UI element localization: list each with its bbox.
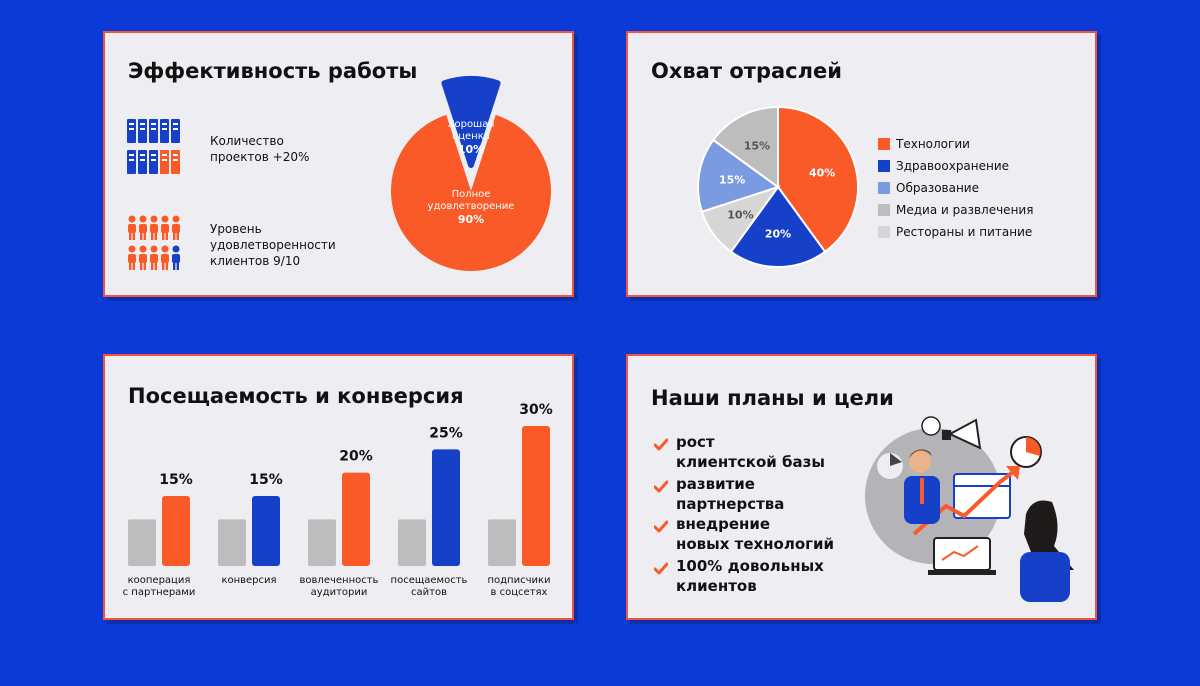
goal-text: развитие партнерства bbox=[676, 474, 784, 514]
person-icon bbox=[139, 215, 147, 240]
pie-slice bbox=[711, 105, 779, 189]
baseline-bar bbox=[218, 519, 246, 566]
baseline-bar bbox=[128, 519, 156, 566]
checkmark-icon bbox=[654, 562, 668, 575]
slice-label: Хорошая bbox=[448, 119, 495, 130]
person-icon bbox=[172, 215, 180, 240]
pie-slice bbox=[777, 105, 859, 254]
efficiency-title: Эффективность работы bbox=[128, 59, 418, 83]
person-icon bbox=[161, 245, 169, 270]
category-label: кооперация bbox=[128, 575, 191, 586]
slice-label: удовлетворение bbox=[428, 201, 515, 212]
person-icon bbox=[139, 245, 147, 270]
goal-text: внедрение новых технологий bbox=[676, 514, 834, 554]
people-with-growth-chart-illustration bbox=[865, 416, 1074, 602]
legend-label: Рестораны и питание bbox=[896, 225, 1033, 239]
legend-swatch bbox=[878, 204, 890, 216]
slice-value-label: 40% bbox=[809, 167, 835, 180]
category-label: сайтов bbox=[411, 587, 447, 598]
bar-value-label: 30% bbox=[519, 402, 553, 418]
legend-label: Медиа и развлечения bbox=[896, 203, 1034, 217]
industries-pie-chart: 40% 20% 10% 15% 15% bbox=[697, 105, 859, 268]
pie-slice bbox=[697, 138, 781, 213]
slice-value-label: 15% bbox=[719, 174, 745, 187]
person-icon bbox=[161, 215, 169, 240]
goal-text: рост клиентской базы bbox=[676, 432, 825, 472]
person-icon bbox=[128, 215, 136, 240]
category-label: вовлеченность bbox=[300, 575, 379, 586]
slice-value-label: 10% bbox=[458, 143, 484, 156]
legend-label: Образование bbox=[896, 181, 979, 195]
category-label: с партнерами bbox=[123, 587, 196, 598]
satisfaction-label-line3: клиентов 9/10 bbox=[210, 254, 301, 268]
person-icon bbox=[150, 245, 158, 270]
value-bar bbox=[342, 472, 370, 566]
goal-text-line2: новых технологий bbox=[676, 535, 834, 553]
pie-slice-good-rating bbox=[441, 76, 501, 168]
projects-label: Количество проектов +20% bbox=[210, 133, 309, 165]
satisfaction-label-line1: Уровень bbox=[210, 222, 262, 236]
goal-text-line1: развитие bbox=[676, 475, 755, 493]
goals-card: Наши планы и цели рост клиентской базы раз… bbox=[626, 354, 1097, 620]
value-bar bbox=[162, 496, 190, 566]
traffic-title: Посещаемость и конверсия bbox=[128, 384, 464, 408]
slice-value-label: 15% bbox=[744, 140, 770, 153]
baseline-bar bbox=[398, 519, 426, 566]
efficiency-card: Эффективность работы Количество проектов… bbox=[103, 31, 574, 297]
person-icon bbox=[150, 215, 158, 240]
slice-label: Полное bbox=[452, 189, 491, 200]
checkmark-icon bbox=[654, 438, 668, 451]
industries-card: Охват отраслей 40% 20% 10% 15% 15% Технологи… bbox=[626, 31, 1097, 297]
category-label: конверсия bbox=[221, 575, 276, 586]
pie-slice-full-satisfaction bbox=[391, 114, 551, 271]
value-bar bbox=[522, 426, 550, 566]
projects-label-line2: проектов +20% bbox=[210, 150, 310, 164]
goal-text-line1: рост bbox=[676, 433, 715, 451]
slice-label: оценка bbox=[452, 131, 490, 142]
category-label: в соцсетях bbox=[491, 587, 548, 598]
category-label: подписчики bbox=[487, 575, 550, 586]
goals-title: Наши планы и цели bbox=[651, 386, 894, 410]
value-bar bbox=[252, 496, 280, 566]
satisfaction-label-line2: удовлетворенности bbox=[210, 238, 336, 252]
people-icon-grid bbox=[128, 215, 180, 270]
projects-label-line1: Количество bbox=[210, 134, 284, 148]
legend-swatch bbox=[878, 160, 890, 172]
checkmark-icon bbox=[654, 480, 668, 493]
bar-value-label: 15% bbox=[159, 472, 193, 488]
category-label: посещаемость bbox=[391, 575, 468, 586]
project-folders-icon-grid bbox=[127, 119, 180, 174]
baseline-bar bbox=[488, 519, 516, 566]
legend-label: Здравоохранение bbox=[896, 159, 1010, 173]
baseline-bar bbox=[308, 519, 336, 566]
slice-value-label: 20% bbox=[765, 227, 791, 240]
goal-text-line1: внедрение bbox=[676, 515, 771, 533]
value-bar bbox=[432, 449, 460, 566]
goal-text-line2: клиентов bbox=[676, 577, 757, 595]
industries-title: Охват отраслей bbox=[651, 59, 842, 83]
legend-swatch bbox=[878, 182, 890, 194]
goal-text-line2: клиентской базы bbox=[676, 453, 825, 471]
slice-value-label: 10% bbox=[727, 208, 753, 221]
goal-text-line2: партнерства bbox=[676, 495, 785, 513]
goal-text: 100% довольных клиентов bbox=[676, 556, 824, 596]
legend-swatch bbox=[878, 138, 890, 150]
slice-value-label: 90% bbox=[458, 213, 484, 226]
bar-value-label: 25% bbox=[429, 425, 463, 441]
person-icon bbox=[172, 245, 180, 270]
bar-value-label: 20% bbox=[339, 449, 373, 465]
satisfaction-label: Уровень удовлетворенности клиентов 9/10 bbox=[210, 221, 336, 269]
legend-swatch bbox=[878, 226, 890, 238]
bar-value-label: 15% bbox=[249, 472, 283, 488]
checkmark-icon bbox=[654, 520, 668, 533]
traffic-card: Посещаемость и конверсия 15% кооперация с … bbox=[103, 354, 574, 620]
legend-label: Технологии bbox=[896, 137, 970, 151]
pie-slice bbox=[729, 185, 827, 268]
category-label: аудитории bbox=[311, 587, 368, 598]
person-icon bbox=[128, 245, 136, 270]
goal-text-line1: 100% довольных bbox=[676, 557, 824, 575]
